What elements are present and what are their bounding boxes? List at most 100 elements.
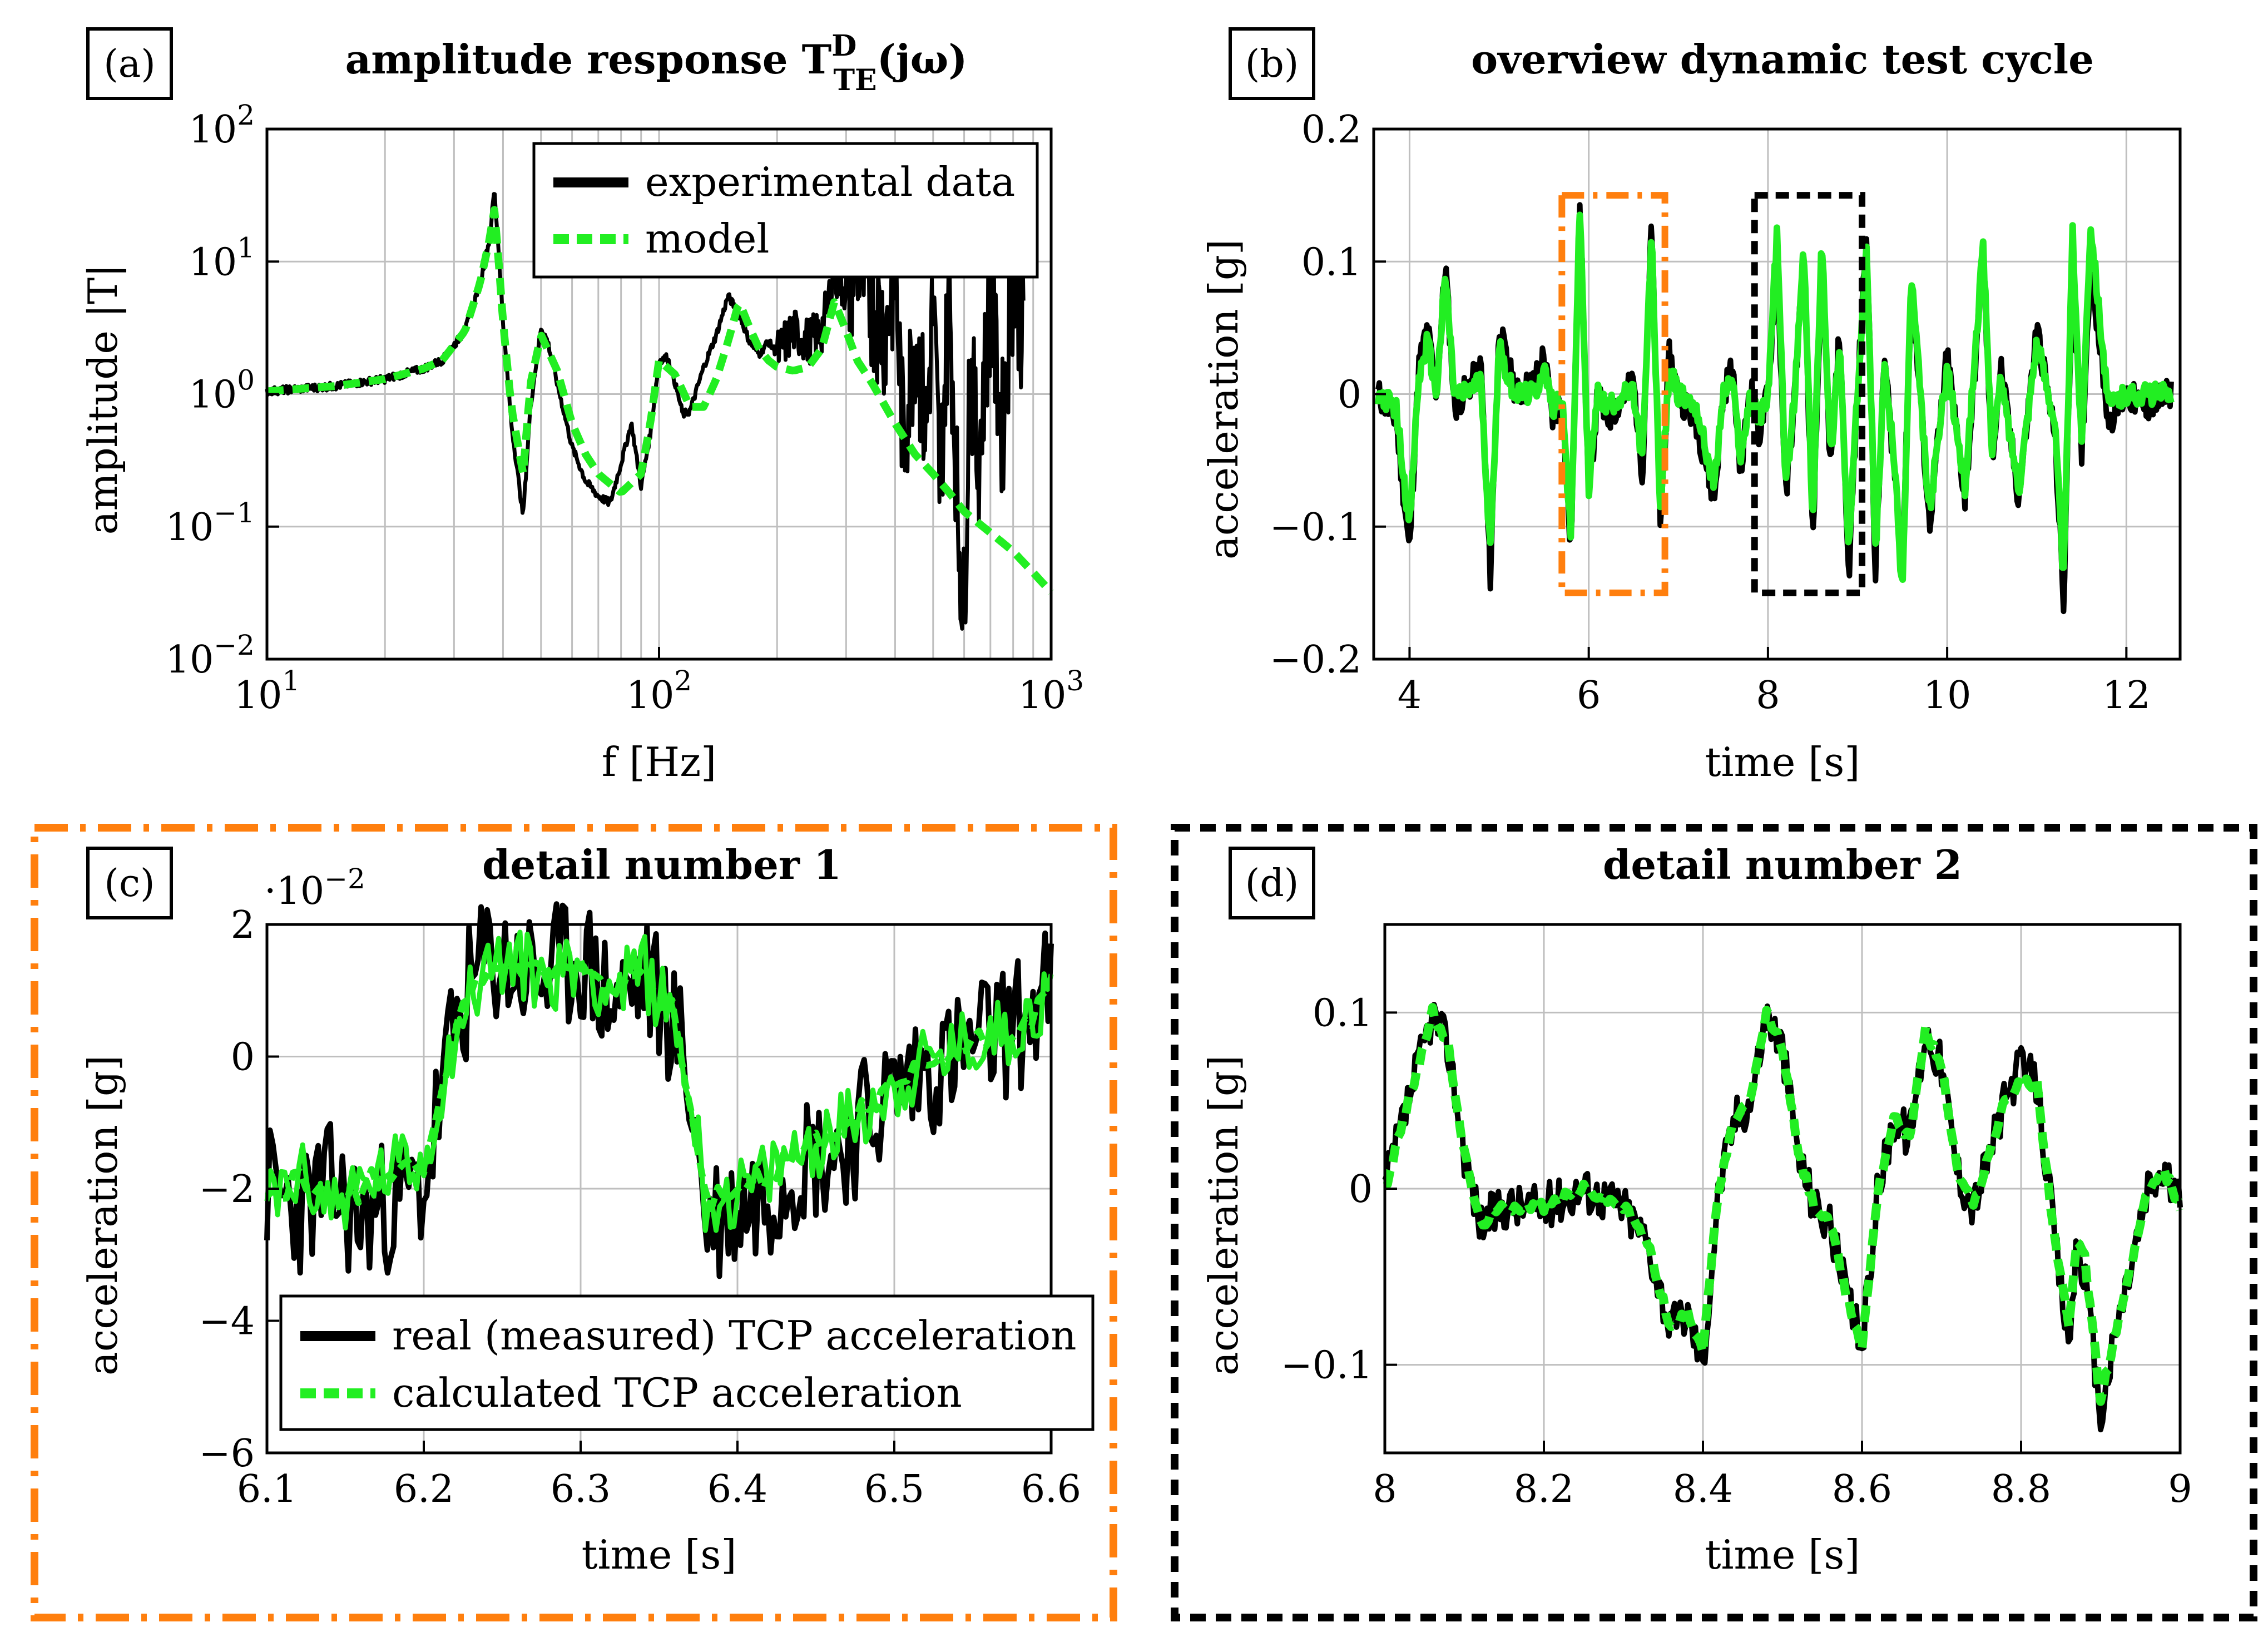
panel-a-legend: experimental data model xyxy=(532,142,1039,279)
panel-d-title: detail number 2 xyxy=(1603,841,1962,888)
tick-exponent: 2 xyxy=(237,99,255,131)
plot-a-xtick-label: 103 xyxy=(1018,665,1084,718)
legend-experimental-label: experimental data xyxy=(645,159,1015,205)
plot-c-ytick-label: 0 xyxy=(231,1036,255,1080)
plot-c-xtick-label: 6.3 xyxy=(551,1467,611,1511)
plot-c-xtick-label: 6.5 xyxy=(864,1467,924,1511)
panel-b: (b) overview dynamic test cycle 4 6 8 10 12 0… xyxy=(1200,27,2182,785)
plot-a-ytick-label: 10−2 xyxy=(166,629,255,682)
plot-c-xtick-label: 6.4 xyxy=(707,1467,767,1511)
plot-b: 4 6 8 10 12 0.2 0.1 0 −0.1 −0.2 xyxy=(1270,108,2182,718)
tick-exponent: 3 xyxy=(1066,665,1084,697)
panel-a-legend-box xyxy=(532,142,1039,279)
legend-calculated-label: calculated TCP acceleration xyxy=(392,1369,962,1416)
tick-exponent: 1 xyxy=(282,665,300,697)
panel-d-xlabel: time [s] xyxy=(1705,1531,1860,1578)
plot-d-ytick-label: 0 xyxy=(1349,1168,1373,1211)
plot-c-xtick-label: 6.1 xyxy=(237,1467,297,1511)
plot-b-xtick-label: 10 xyxy=(1923,674,1972,718)
tick-base: 10 xyxy=(189,373,237,417)
tick-base: 10 xyxy=(626,674,675,718)
panel-a-title-sup: D xyxy=(831,29,856,63)
panel-c-xlabel: time [s] xyxy=(582,1531,737,1578)
panel-a-label: (a) xyxy=(103,42,156,86)
plot-c-ytick-label: 2 xyxy=(231,903,255,947)
detail2-frame xyxy=(1171,824,2257,1621)
tick-exponent: 0 xyxy=(237,364,255,397)
plot-d-xtick-label: 8.4 xyxy=(1673,1467,1733,1511)
panel-b-title: overview dynamic test cycle xyxy=(1471,36,2094,83)
panel-d: (d) detail number 2 8 8.2 8.4 8.6 8.8 9 0.1 0 −0… xyxy=(1200,841,2192,1578)
panel-c-scale: ·10−2 xyxy=(264,863,365,913)
plot-a-ytick-label: 10−1 xyxy=(166,497,255,550)
legend-measured-label: real (measured) TCP acceleration xyxy=(392,1312,1076,1359)
plot-a-ytick-label: 102 xyxy=(189,99,255,152)
panel-a-title-main: amplitude response T xyxy=(345,36,832,83)
panel-a-ylabel: amplitude |T| xyxy=(80,264,126,535)
panel-c-label-box xyxy=(86,847,173,919)
plot-d: 8 8.2 8.4 8.6 8.8 9 0.1 0 −0.1 xyxy=(1281,923,2192,1511)
plot-c-ytick-label: −6 xyxy=(199,1432,255,1476)
plot-b-ytick-label: 0.2 xyxy=(1301,108,1361,152)
plot-d-xtick-label: 8.6 xyxy=(1832,1467,1892,1511)
tick-base: 10 xyxy=(234,674,283,718)
plot-b-ytick-label: −0.2 xyxy=(1270,638,1361,682)
tick-base: 10 xyxy=(189,108,237,152)
tick-base: 10 xyxy=(166,506,214,550)
panel-a: (a) amplitude response TD TE(jω) 101 102 10… xyxy=(80,27,1084,785)
plot-d-xtick-label: 9 xyxy=(2168,1467,2192,1511)
highlight-box-1 xyxy=(1558,192,1668,596)
tick-exponent: 1 xyxy=(237,231,255,264)
panel-c-scale-prefix: ·10 xyxy=(264,869,324,913)
panel-c-scale-exp: −2 xyxy=(324,863,365,895)
panel-c-ylabel: acceleration [g] xyxy=(80,1055,126,1376)
tick-base: 10 xyxy=(189,240,237,284)
tick-exponent: −2 xyxy=(214,629,255,661)
plot-c-xtick-label: 6.6 xyxy=(1021,1467,1081,1511)
panel-b-label: (b) xyxy=(1245,42,1299,86)
panel-a-title-sub: TE xyxy=(833,63,877,97)
plot-a-xtick-label: 102 xyxy=(626,665,692,718)
series-calculated-line xyxy=(1383,1003,2185,1406)
plot-c-xtick-label: 6.2 xyxy=(394,1467,454,1511)
plot-b-ytick-label: 0 xyxy=(1338,373,1361,417)
tick-exponent: 2 xyxy=(674,665,692,697)
plot-a-xtick-label: 101 xyxy=(234,665,300,718)
plot-d-xtick-label: 8 xyxy=(1373,1467,1397,1511)
plot-d-xtick-label: 8.2 xyxy=(1514,1467,1574,1511)
panel-c-label: (c) xyxy=(104,862,155,906)
plot-b-xtick-label: 12 xyxy=(2102,674,2151,718)
legend-model-label: model xyxy=(645,215,769,262)
highlight-box-2 xyxy=(1751,192,1866,596)
panel-d-label-box xyxy=(1229,847,1315,919)
plot-d-xtick-label: 8.8 xyxy=(1991,1467,2051,1511)
plot-c-ytick-label: −4 xyxy=(199,1300,255,1344)
plot-c-ytick-label: −2 xyxy=(199,1168,255,1211)
series-calculated-line xyxy=(264,929,1054,1233)
panel-d-ylabel: acceleration [g] xyxy=(1200,1055,1247,1376)
panel-c: (c) detail number 1 ·10−2 6.1 6.2 6.3 6.4 6.… xyxy=(80,841,1095,1578)
plot-d-ytick-label: 0.1 xyxy=(1313,991,1373,1035)
tick-exponent: −1 xyxy=(214,497,255,529)
tick-base: 10 xyxy=(166,638,214,682)
plot-a-ytick-label: 101 xyxy=(189,231,255,284)
panel-a-title: amplitude response TD TE(jω) xyxy=(345,29,968,97)
plot-b-xtick-label: 8 xyxy=(1756,674,1780,718)
panel-b-ylabel: acceleration [g] xyxy=(1200,239,1247,560)
tick-base: 10 xyxy=(1018,674,1067,718)
plot-b-ytick-label: 0.1 xyxy=(1301,240,1361,284)
panel-a-xlabel: f [Hz] xyxy=(602,739,716,785)
panel-a-title-arg: (jω) xyxy=(877,36,968,83)
detail1-frame xyxy=(31,824,1117,1621)
panel-c-legend-box xyxy=(279,1294,1095,1431)
panel-a-label-box xyxy=(86,27,173,100)
plot-b-ytick-label: −0.1 xyxy=(1270,506,1361,550)
plot-b-xtick-label: 4 xyxy=(1398,674,1422,718)
panel-c-title: detail number 1 xyxy=(482,841,841,888)
panel-c-legend: real (measured) TCP acceleration calcula… xyxy=(279,1294,1095,1431)
plot-d-ytick-label: −0.1 xyxy=(1281,1344,1373,1388)
plot-a-ytick-label: 100 xyxy=(189,364,255,417)
series-model-line xyxy=(265,206,1054,595)
panel-b-xlabel: time [s] xyxy=(1705,739,1860,785)
